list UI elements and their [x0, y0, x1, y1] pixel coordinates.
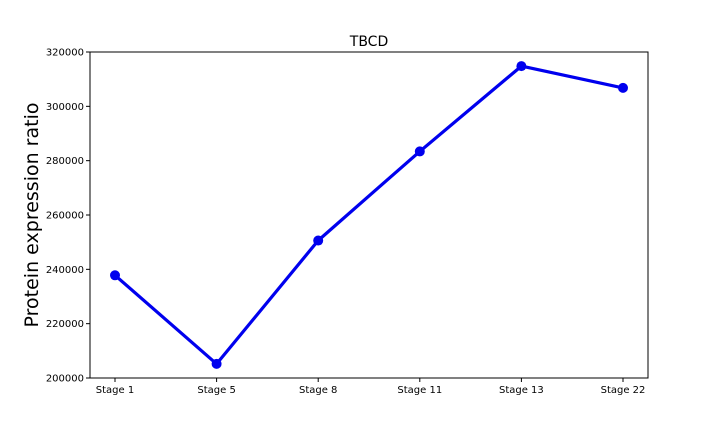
y-tick-label: 300000: [46, 102, 84, 113]
data-point: [211, 358, 222, 369]
y-tick-label: 240000: [46, 265, 84, 276]
y-axis-ticks: 200000 220000 240000 260000 280000 300000 3200…: [46, 48, 90, 385]
x-tick-label: Stage 22: [601, 385, 646, 396]
x-tick-label: Stage 13: [499, 385, 544, 396]
y-tick-label: 280000: [46, 156, 84, 167]
x-tick-label: Stage 1: [96, 385, 134, 396]
data-point: [110, 270, 120, 281]
data-point: [313, 235, 324, 246]
x-tick-label: Stage 8: [299, 385, 337, 396]
y-tick-label: 200000: [46, 374, 84, 385]
y-tick-label: 320000: [46, 48, 84, 59]
x-tick-label: Stage 11: [397, 385, 442, 396]
series-group: [110, 61, 628, 369]
x-tick-label: Stage 5: [197, 385, 235, 396]
x-axis-ticks: Stage 1 Stage 5 Stage 8 Stage 11 Stage 13 Sta…: [96, 378, 646, 396]
chart-title: TBCD: [349, 34, 388, 50]
data-point: [516, 61, 527, 72]
data-point: [414, 146, 425, 157]
series-line: [113, 64, 625, 366]
y-axis-label: Protein expression ratio: [21, 103, 43, 328]
plot-area: [89, 51, 649, 379]
data-point: [618, 82, 628, 93]
y-tick-label: 260000: [46, 211, 84, 222]
y-tick-label: 220000: [46, 319, 84, 330]
